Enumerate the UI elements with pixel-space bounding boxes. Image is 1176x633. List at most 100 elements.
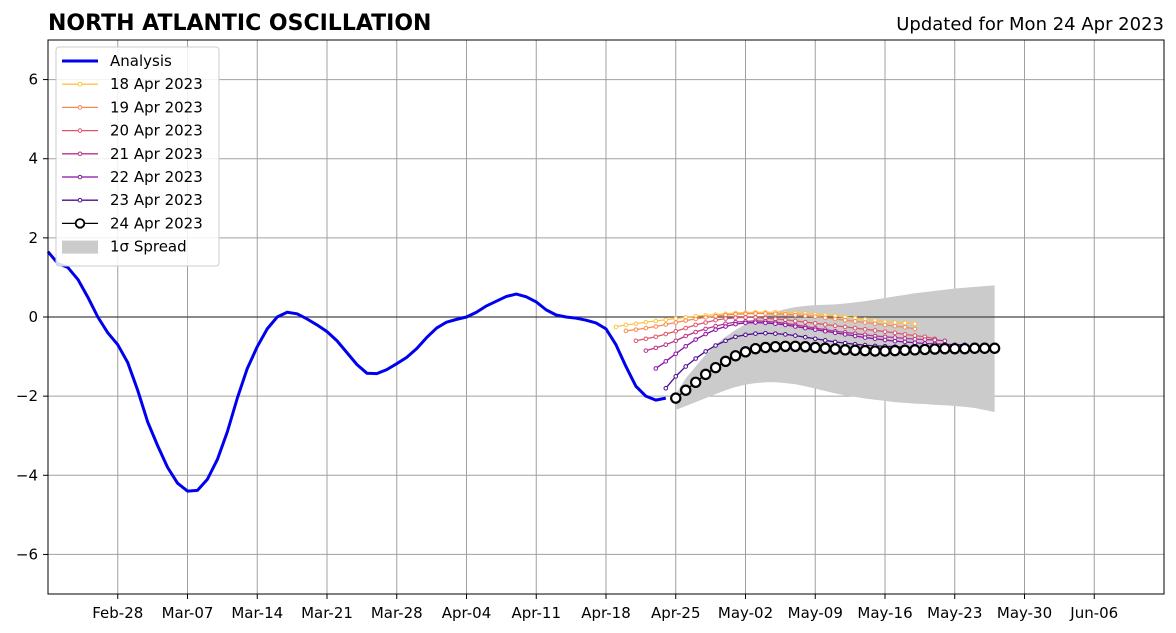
data-point bbox=[812, 314, 818, 319]
data-point-circle bbox=[709, 361, 722, 374]
data-point-circle bbox=[988, 342, 1001, 354]
data-point bbox=[832, 323, 838, 329]
data-point-circle bbox=[680, 384, 692, 396]
data-point-circle bbox=[699, 368, 712, 381]
data-point bbox=[643, 348, 649, 353]
data-point bbox=[713, 323, 718, 329]
x-tick-label: May-16 bbox=[857, 604, 912, 622]
data-point bbox=[733, 315, 738, 321]
legend-label: 22 Apr 2023 bbox=[110, 168, 203, 186]
data-point bbox=[802, 313, 808, 319]
data-point bbox=[693, 356, 698, 361]
data-point bbox=[683, 364, 689, 369]
data-point bbox=[773, 331, 778, 336]
data-point bbox=[743, 315, 748, 320]
legend-label: 23 Apr 2023 bbox=[110, 191, 203, 209]
data-point bbox=[892, 320, 898, 325]
legend-label: 20 Apr 2023 bbox=[110, 122, 203, 140]
legend-box bbox=[55, 46, 220, 267]
data-point bbox=[822, 328, 828, 334]
data-point bbox=[663, 331, 669, 337]
data-point bbox=[733, 334, 738, 340]
data-point bbox=[872, 328, 878, 333]
data-point-circle bbox=[729, 350, 742, 362]
data-point bbox=[783, 311, 788, 317]
x-tick-label: Apr-11 bbox=[512, 604, 562, 622]
data-point bbox=[902, 339, 908, 345]
legend-swatch-marker bbox=[77, 197, 83, 203]
x-tick-label: May-02 bbox=[718, 604, 773, 622]
data-point bbox=[683, 325, 689, 331]
data-point bbox=[832, 339, 838, 345]
x-tick-label: Mar-28 bbox=[371, 604, 423, 622]
data-point-circle bbox=[799, 340, 811, 353]
legend-label: 18 Apr 2023 bbox=[110, 75, 203, 93]
data-point-circle bbox=[959, 342, 971, 355]
data-point bbox=[802, 334, 808, 340]
data-point-circle bbox=[968, 342, 981, 354]
data-point bbox=[633, 338, 639, 344]
series-lines bbox=[46, 250, 1001, 493]
data-point bbox=[683, 343, 689, 349]
data-point bbox=[793, 324, 798, 329]
data-point bbox=[733, 311, 738, 317]
data-point bbox=[673, 320, 679, 325]
legend-swatch-marker bbox=[77, 81, 83, 87]
plot-area bbox=[46, 39, 1165, 595]
data-point bbox=[892, 330, 898, 336]
x-tick-label: May-09 bbox=[788, 604, 843, 622]
data-point-circle bbox=[689, 376, 702, 388]
x-tick-label: Feb-28 bbox=[92, 604, 143, 622]
data-point bbox=[822, 322, 828, 327]
data-point bbox=[633, 327, 639, 332]
legend-swatch-marker bbox=[77, 128, 83, 133]
data-point bbox=[912, 340, 918, 346]
data-point bbox=[703, 331, 708, 337]
data-point bbox=[653, 345, 659, 351]
data-point bbox=[743, 311, 748, 317]
data-point-circle bbox=[839, 344, 851, 356]
data-point bbox=[862, 320, 868, 325]
y-tick-label: −2 bbox=[16, 387, 38, 405]
data-point bbox=[643, 319, 649, 325]
data-point bbox=[683, 333, 689, 339]
data-point bbox=[743, 320, 748, 326]
data-point bbox=[842, 332, 848, 337]
data-point-circle bbox=[859, 344, 871, 357]
data-point bbox=[713, 317, 718, 323]
data-point bbox=[673, 338, 679, 344]
data-point bbox=[753, 311, 758, 316]
axis-ticks: Feb-28 Mar-07 Mar-14 Mar-21 Mar-28 Apr-04 Apr-… bbox=[16, 71, 1118, 622]
data-point bbox=[753, 320, 758, 325]
data-point bbox=[673, 374, 679, 379]
legend-swatch-marker bbox=[77, 174, 83, 180]
series-group bbox=[46, 250, 667, 493]
data-point bbox=[723, 316, 728, 321]
data-point bbox=[663, 342, 669, 348]
data-point bbox=[793, 333, 798, 338]
data-point bbox=[872, 336, 878, 342]
data-point bbox=[623, 328, 629, 334]
data-point bbox=[653, 366, 659, 371]
data-point bbox=[703, 349, 708, 354]
data-point bbox=[793, 318, 798, 324]
data-point bbox=[802, 325, 808, 331]
data-point bbox=[693, 316, 698, 322]
data-point bbox=[842, 317, 848, 323]
data-point bbox=[643, 336, 649, 342]
data-point bbox=[852, 325, 858, 331]
data-point-circle bbox=[809, 341, 821, 354]
data-point bbox=[693, 337, 698, 342]
data-point-circle bbox=[889, 344, 901, 357]
data-point bbox=[693, 322, 698, 328]
data-point-circle bbox=[670, 392, 682, 404]
data-point bbox=[832, 330, 838, 336]
x-tick-label: Apr-18 bbox=[581, 604, 631, 622]
data-point bbox=[763, 311, 768, 316]
data-point-circle bbox=[899, 344, 911, 356]
x-tick-label: Mar-07 bbox=[162, 604, 214, 622]
legend-label: Analysis bbox=[110, 52, 172, 70]
data-point bbox=[852, 333, 858, 339]
data-point bbox=[673, 316, 679, 321]
legend: Analysis 18 Apr 2023 19 Apr 2023 20 Apr 202… bbox=[55, 46, 220, 267]
